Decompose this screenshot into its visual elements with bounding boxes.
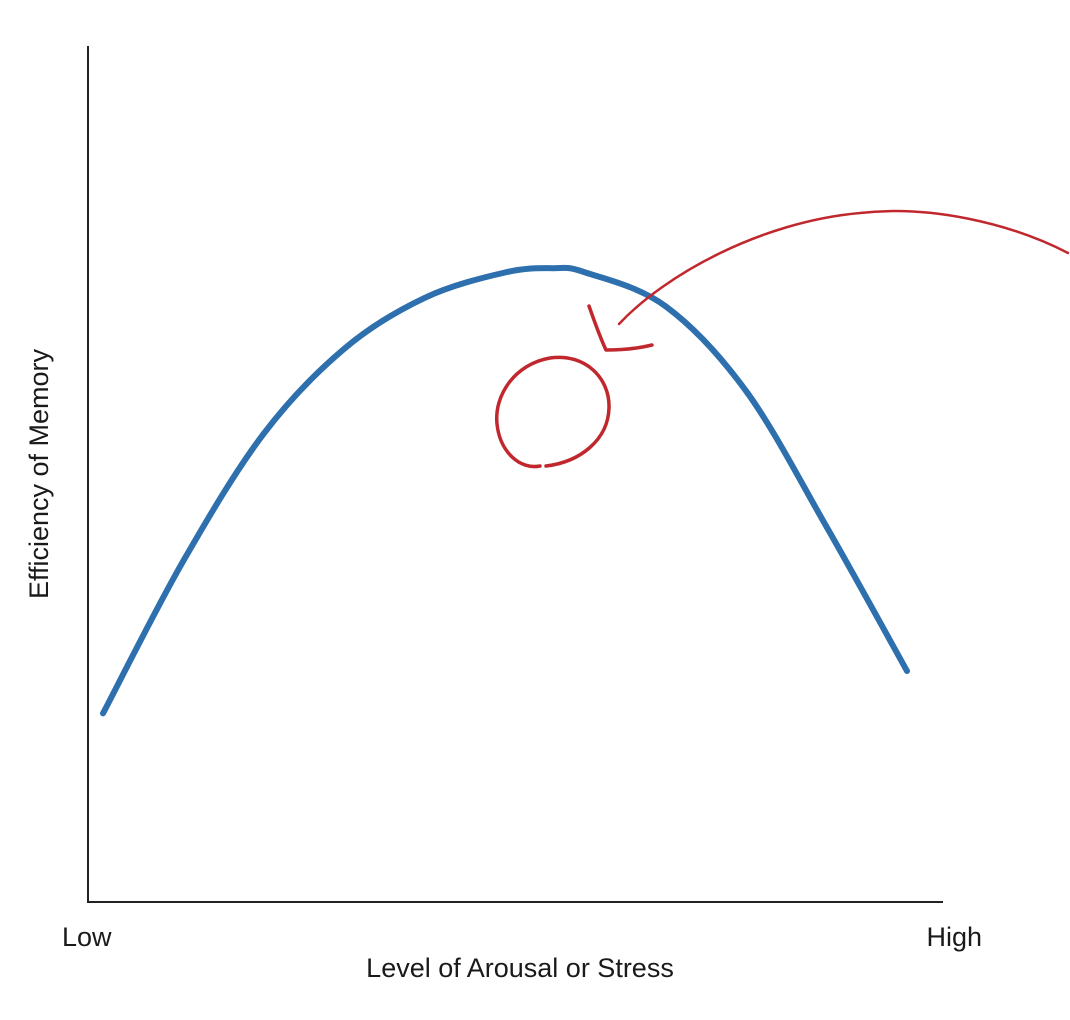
y-axis-label: Efficiency of Memory (24, 348, 54, 599)
memory-curve (100, 264, 910, 717)
annotation-arrow-head (587, 304, 654, 352)
peak-highlight-circle (495, 355, 611, 469)
x-tick-label-low: Low (62, 922, 112, 952)
x-tick-label-high: High (926, 922, 982, 952)
annotation-arrow-shaft (617, 209, 1070, 326)
x-axis-label: Level of Arousal or Stress (366, 953, 674, 983)
